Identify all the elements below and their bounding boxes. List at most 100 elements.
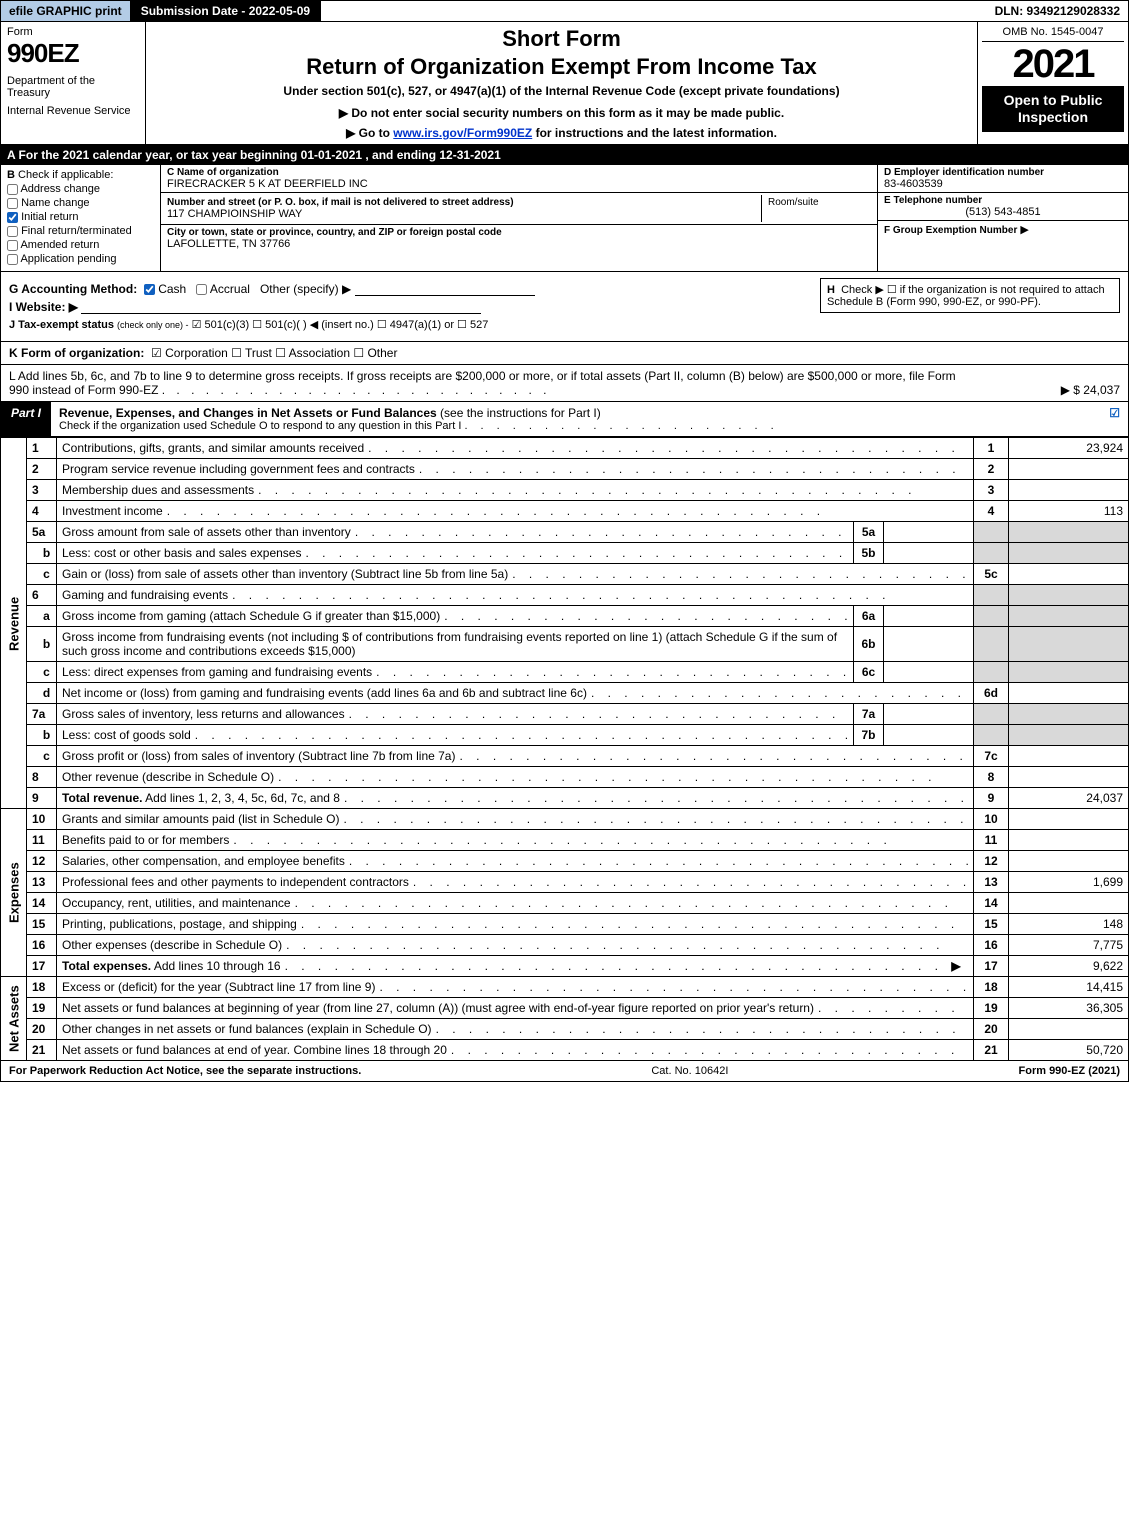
g-accrual: Accrual [210,282,250,296]
omb-number: OMB No. 1545-0047 [982,26,1124,42]
footer-left: For Paperwork Reduction Act Notice, see … [9,1065,361,1077]
amount-grey [1009,585,1129,606]
line-no-cell: 1 [974,438,1009,459]
table-row: 8Other revenue (describe in Schedule O) … [1,767,1129,788]
line-number: c [27,746,57,767]
part1-check[interactable]: ☑ [1101,402,1128,436]
line-desc: Gross income from gaming (attach Schedul… [57,606,854,627]
vlabel-revenue: Revenue [1,438,27,809]
chk-amended-return[interactable]: Amended return [7,239,154,251]
amount-grey [1009,522,1129,543]
j-sub: (check only one) - [117,320,189,330]
mini-line-number: 5a [854,522,884,543]
amount-cell: 7,775 [1009,935,1129,956]
g-cash-chk[interactable] [144,284,155,295]
chk-final-return[interactable]: Final return/terminated [7,225,154,237]
c-street-row: Number and street (or P. O. box, if mail… [161,193,877,225]
mini-line-value [884,662,974,683]
l-arrow: ▶ [1061,383,1070,397]
line-no-cell: 10 [974,809,1009,830]
table-row: 21Net assets or fund balances at end of … [1,1040,1129,1061]
line-number: 13 [27,872,57,893]
section-e: E Telephone number (513) 543-4851 [878,193,1128,221]
line-desc: Investment income . . . . . . . . . . . … [57,501,974,522]
line-desc: Gain or (loss) from sale of assets other… [57,564,974,585]
chk-address-change-label: Address change [20,183,100,195]
section-g: G Accounting Method: Cash Accrual Other … [9,282,820,296]
chk-amended-return-label: Amended return [20,239,99,251]
line-number: c [27,662,57,683]
line-desc: Less: direct expenses from gaming and fu… [57,662,854,683]
chk-name-change-label: Name change [21,197,90,209]
mini-line-number: 5b [854,543,884,564]
line-no-cell: 11 [974,830,1009,851]
chk-name-change[interactable]: Name change [7,197,154,209]
mini-line-number: 7b [854,725,884,746]
g-accrual-chk[interactable] [196,284,207,295]
table-row: 7aGross sales of inventory, less returns… [1,704,1129,725]
mini-line-number: 6c [854,662,884,683]
amount-cell: 9,622 [1009,956,1129,977]
table-row: 12Salaries, other compensation, and empl… [1,851,1129,872]
chk-application-pending[interactable]: Application pending [7,253,154,265]
footer-cat-no: Cat. No. 10642I [361,1065,1018,1077]
section-c: C Name of organization FIRECRACKER 5 K A… [161,165,878,271]
e-phone-value: (513) 543-4851 [884,206,1122,218]
c-city: City or town, state or province, country… [161,225,877,252]
tax-year: 2021 [982,44,1124,84]
f-label: F Group Exemption Number [884,225,1017,236]
line-number: 6 [27,585,57,606]
amount-cell [1009,851,1129,872]
mini-line-value [884,627,974,662]
line-desc: Membership dues and assessments . . . . … [57,480,974,501]
line-desc: Other expenses (describe in Schedule O) … [57,935,974,956]
part1-subtitle: Check if the organization used Schedule … [59,420,461,432]
table-row: cLess: direct expenses from gaming and f… [1,662,1129,683]
h-label: H [827,284,835,296]
amount-cell [1009,746,1129,767]
form-header: Form 990EZ Department of the Treasury In… [0,22,1129,145]
table-row: Expenses10Grants and similar amounts pai… [1,809,1129,830]
c-street-value: 117 CHAMPIOINSHIP WAY [167,208,761,220]
amount-cell [1009,809,1129,830]
amount-cell [1009,767,1129,788]
chk-initial-return[interactable]: Initial return [7,211,154,223]
mini-line-value [884,543,974,564]
form-number: 990EZ [7,38,79,68]
i-label: I Website: ▶ [9,300,78,314]
line-number: 19 [27,998,57,1019]
g-other-blank[interactable] [355,283,535,296]
f-arrow: ▶ [1020,224,1028,236]
line-desc: Grants and similar amounts paid (list in… [57,809,974,830]
line-desc: Other revenue (describe in Schedule O) .… [57,767,974,788]
chk-address-change[interactable]: Address change [7,183,154,195]
amount-cell [1009,459,1129,480]
line-desc: Gross sales of inventory, less returns a… [57,704,854,725]
section-ghij: G Accounting Method: Cash Accrual Other … [0,272,1129,342]
line-desc: Occupancy, rent, utilities, and maintena… [57,893,974,914]
line-no-cell: 13 [974,872,1009,893]
table-row: Net Assets18Excess or (deficit) for the … [1,977,1129,998]
section-bcdef: B Check if applicable: Address change Na… [0,165,1129,272]
d-label: D Employer identification number [884,167,1122,178]
line-number: b [27,627,57,662]
line-no-cell: 21 [974,1040,1009,1061]
line-no-cell: 19 [974,998,1009,1019]
mini-line-value [884,606,974,627]
line-desc: Less: cost of goods sold . . . . . . . .… [57,725,854,746]
page-footer: For Paperwork Reduction Act Notice, see … [0,1061,1129,1082]
line-no-grey [974,725,1009,746]
line-no-grey [974,662,1009,683]
line-desc: Gross amount from sale of assets other t… [57,522,854,543]
g-cash: Cash [158,282,186,296]
mini-line-value [884,522,974,543]
line-no-cell: 12 [974,851,1009,872]
i-website-blank[interactable] [81,301,481,314]
amount-cell [1009,683,1129,704]
line-number: 3 [27,480,57,501]
section-def: D Employer identification number 83-4603… [878,165,1128,271]
efile-print-button[interactable]: efile GRAPHIC print [1,1,131,21]
irs-link[interactable]: www.irs.gov/Form990EZ [393,126,532,140]
line-no-grey [974,543,1009,564]
line-desc: Net income or (loss) from gaming and fun… [57,683,974,704]
